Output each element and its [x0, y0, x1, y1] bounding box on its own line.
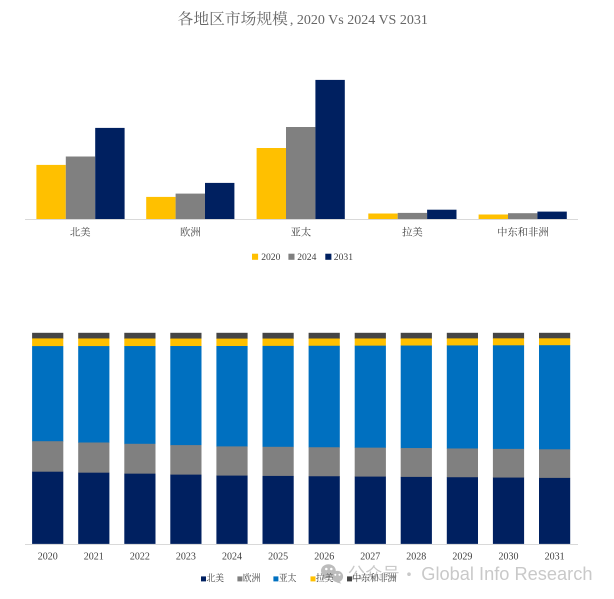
svg-text:2030: 2030: [499, 552, 519, 563]
svg-text:, 2020 Vs 2024 VS 2031: , 2020 Vs 2024 VS 2031: [290, 13, 428, 28]
svg-text:2024: 2024: [222, 552, 242, 563]
svg-text:2031: 2031: [545, 552, 565, 563]
svg-text:2020: 2020: [261, 252, 280, 263]
svg-text:2026: 2026: [314, 552, 334, 563]
svg-text:2028: 2028: [406, 552, 426, 563]
svg-text:2027: 2027: [360, 552, 380, 563]
svg-text:2021: 2021: [84, 552, 104, 563]
svg-text:2023: 2023: [176, 552, 196, 563]
svg-text:2020: 2020: [38, 552, 58, 563]
svg-text:2029: 2029: [452, 552, 472, 563]
svg-text:2024: 2024: [297, 252, 316, 263]
svg-text:Global Info Research: Global Info Research: [421, 563, 592, 584]
svg-text:2031: 2031: [334, 252, 353, 263]
svg-text:2025: 2025: [268, 552, 288, 563]
svg-text:2022: 2022: [130, 552, 150, 563]
